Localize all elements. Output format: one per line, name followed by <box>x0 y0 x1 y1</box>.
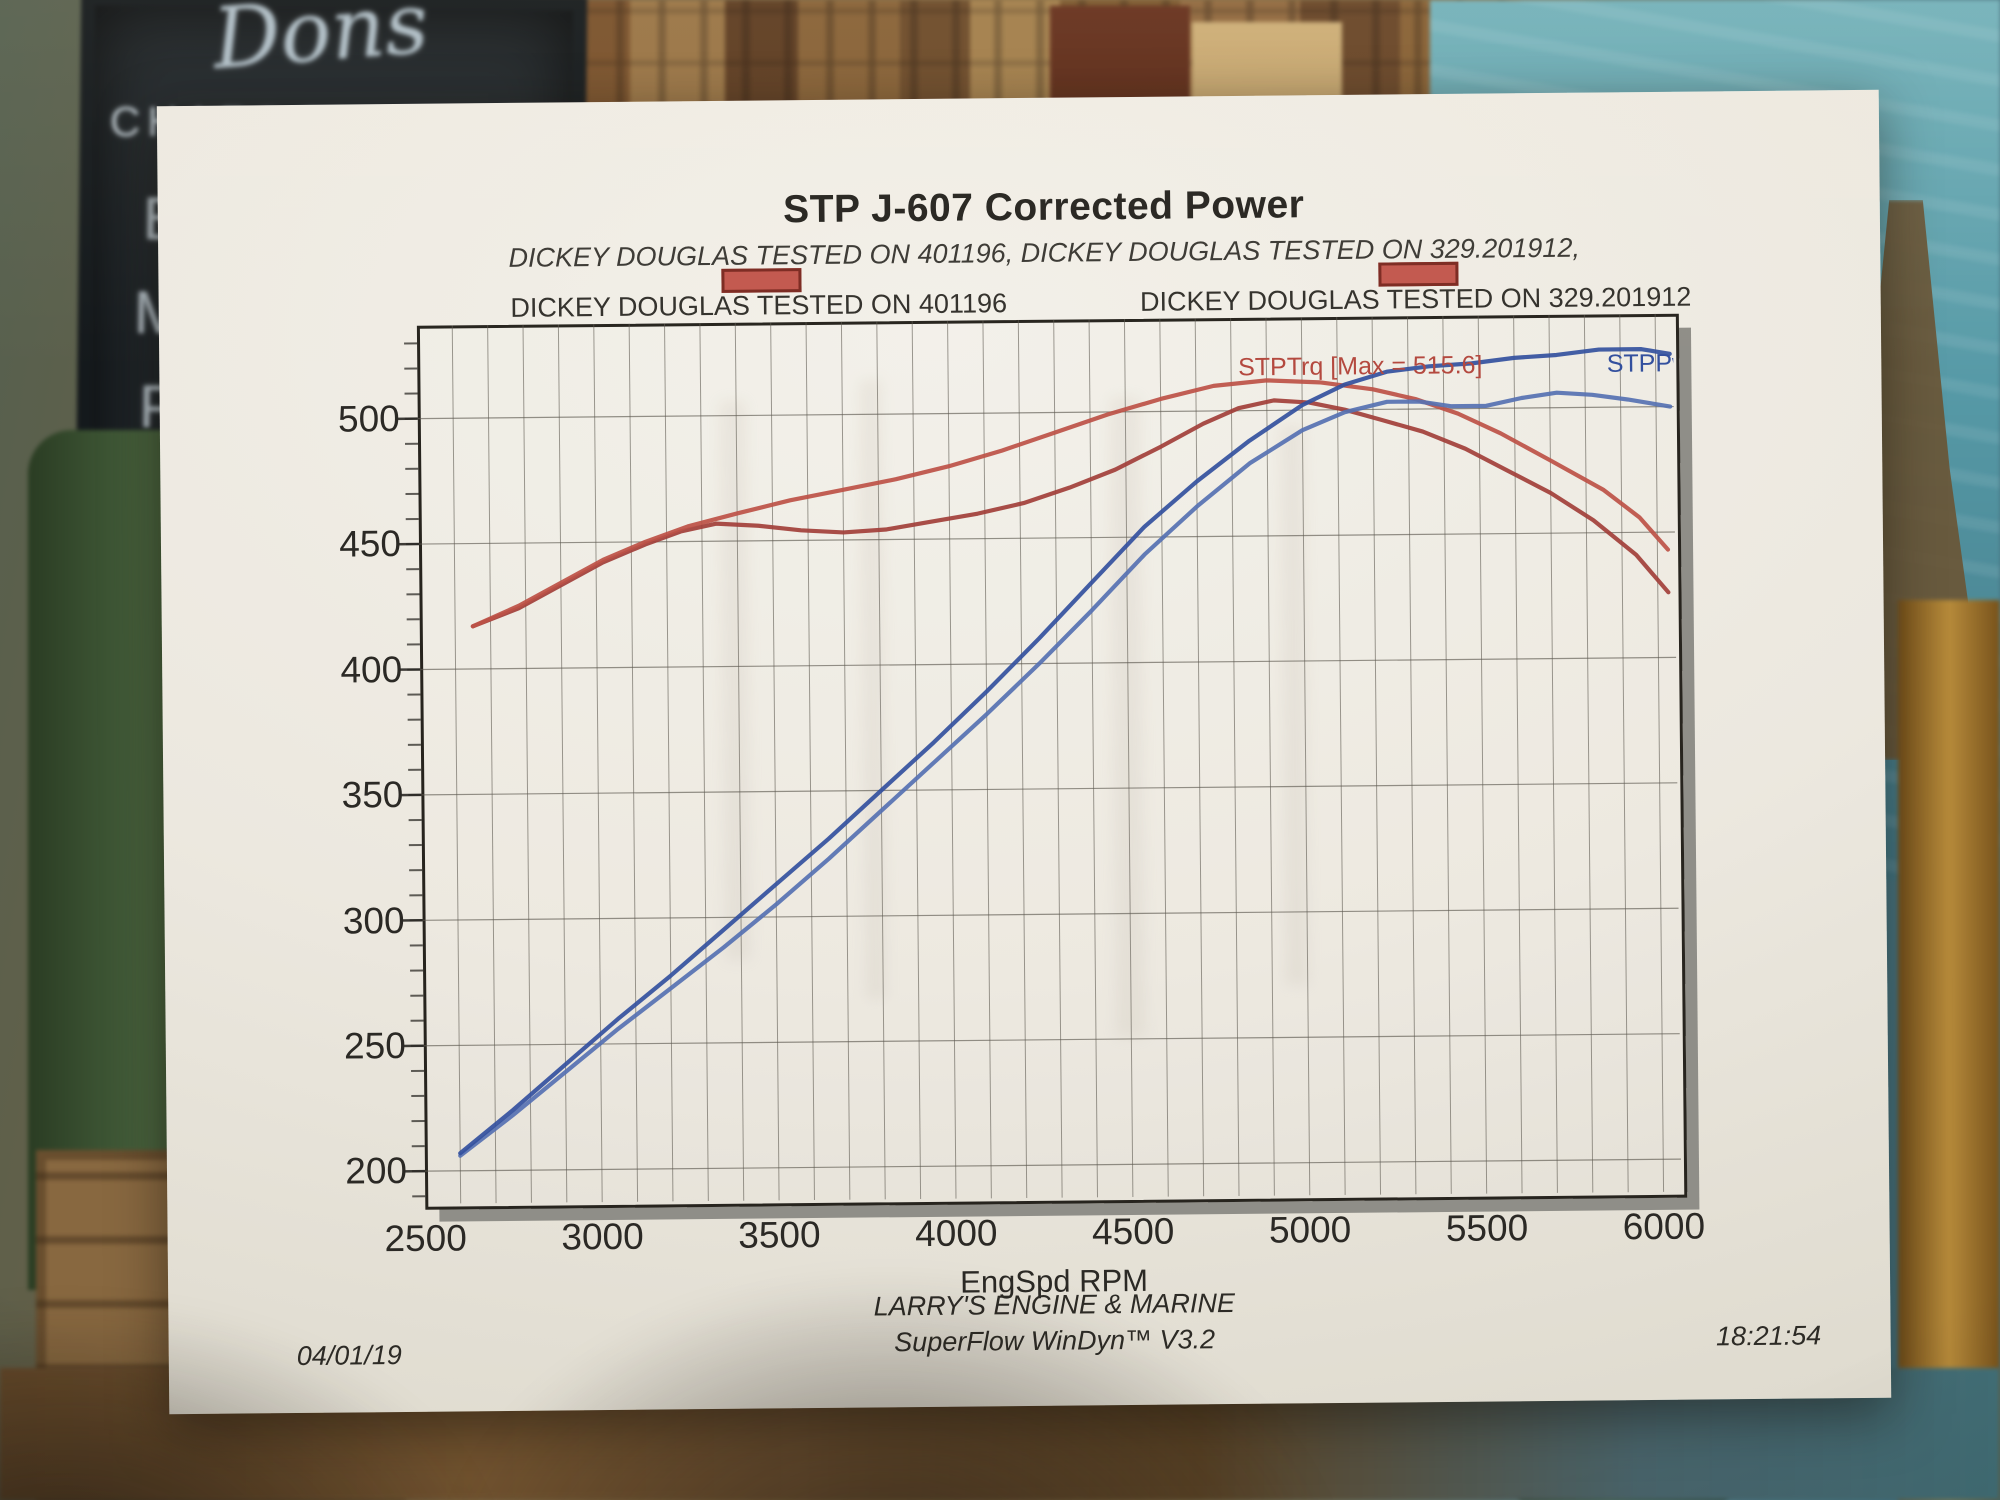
curve-STPTrq (run 2) <box>470 378 1671 629</box>
y-tick-label: 300 <box>342 899 405 942</box>
x-tick-label: 4000 <box>914 1212 998 1255</box>
y-tick-label: 500 <box>337 397 400 440</box>
report-time: 18:21:54 <box>1715 1320 1822 1352</box>
x-tick-label: 3500 <box>738 1213 821 1256</box>
legend-swatch-run2 <box>1378 261 1459 287</box>
report-subtitle: DICKEY DOUGLAS TESTED ON 401196, DICKEY … <box>508 232 1581 273</box>
curve-label-power: STPPwr [Ma <box>1606 349 1682 379</box>
y-tick-label: 400 <box>340 648 403 691</box>
y-tick-label: 450 <box>339 523 402 565</box>
painting-amber-bottle <box>1898 600 2000 1500</box>
curve-label-torque: STPTrq [Max = 515.6] <box>1237 351 1483 382</box>
corner-shadow <box>0 1300 500 1500</box>
y-tick-label: 250 <box>343 1024 406 1067</box>
legend-swatch-run1 <box>721 268 802 293</box>
x-tick-label: 2500 <box>384 1217 467 1260</box>
x-tick-label: 5000 <box>1268 1208 1352 1251</box>
x-tick-label: 6000 <box>1622 1205 1706 1248</box>
curve-label-layer: STPTrq [Max = 515.6] STPPwr [Ma <box>417 314 1681 1204</box>
curve-STPTrq (run 1) <box>470 398 1671 629</box>
report-title: STP J-607 Corrected Power <box>782 183 1305 232</box>
curve-STPPwr (run 2) <box>458 347 1672 1156</box>
x-tick-label: 5500 <box>1445 1207 1529 1249</box>
legend-label-run1: DICKEY DOUGLAS TESTED ON 401196 <box>510 288 1008 323</box>
chalkboard-script-text: Dons <box>209 0 432 88</box>
plot-svg <box>395 313 1681 1204</box>
legend-label-run2: DICKEY DOUGLAS TESTED ON 329.201912 <box>1139 281 1692 317</box>
dyno-report-sheet: STP J-607 Corrected Power DICKEY DOUGLAS… <box>156 89 1892 1415</box>
x-tick-label: 4500 <box>1091 1210 1175 1253</box>
y-tick-label: 350 <box>341 774 404 816</box>
curve-STPPwr (run 1) <box>458 390 1673 1158</box>
x-tick-label: 3000 <box>561 1215 644 1258</box>
photographer-shadow <box>420 1260 1360 1500</box>
y-tick-label: 200 <box>345 1150 408 1192</box>
